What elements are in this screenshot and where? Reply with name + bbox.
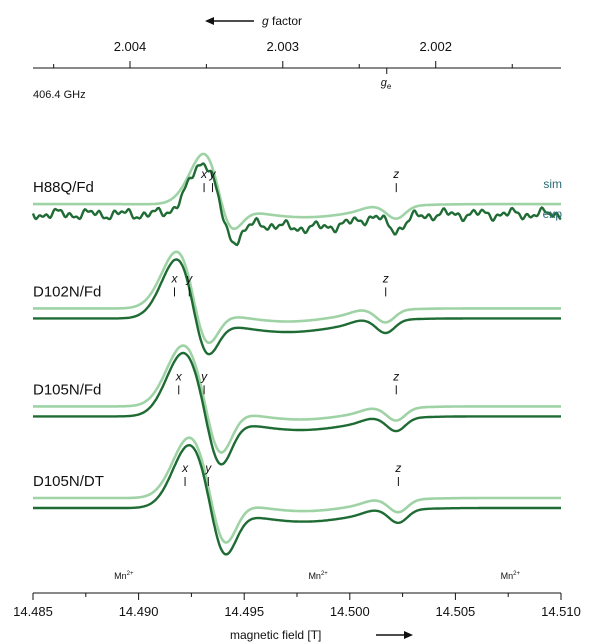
mn-label: Mn — [114, 571, 127, 581]
bottom-tick-label: 14.490 — [119, 604, 159, 619]
mn-sup: 2+ — [513, 571, 520, 577]
mn-sup: 2+ — [321, 571, 328, 577]
g-position-label: z — [392, 369, 399, 383]
top-axis: 2.004 2.003 2.002 g factor ge — [33, 14, 561, 91]
svg-text:g factor: g factor — [262, 14, 302, 28]
spectrum-4: D105N/DT x y z — [33, 436, 561, 556]
frequency-label: 406.4 GHz — [33, 89, 86, 101]
ge-label: g — [381, 77, 388, 89]
top-axis-title: g factor — [205, 14, 302, 28]
g-position-label: x — [171, 271, 179, 285]
top-axis-title-g: g — [262, 14, 269, 28]
bottom-axis-title: magnetic field [T] — [230, 628, 413, 642]
exp-line — [33, 351, 561, 466]
top-tick-label: 2.004 — [114, 39, 147, 54]
top-tick-label: 2.002 — [419, 39, 452, 54]
sample-label: H88Q/Fd — [33, 179, 94, 196]
bottom-axis-title-text: magnetic field [T] — [230, 628, 321, 642]
svg-text:ge: ge — [381, 77, 392, 91]
mn-label: Mn — [501, 571, 514, 581]
sample-label: D102N/Fd — [33, 283, 101, 300]
bottom-tick-label: 14.500 — [330, 604, 370, 619]
mn-label: Mn — [308, 571, 321, 581]
ge-marker: ge — [381, 68, 392, 91]
sim-line — [33, 152, 561, 231]
ge-sub: e — [387, 82, 392, 91]
g-position-label: z — [392, 167, 399, 181]
g-position-label: z — [382, 271, 389, 285]
g-position-label: x — [175, 369, 183, 383]
bottom-tick-label: 14.505 — [436, 604, 476, 619]
exp-line — [31, 162, 562, 247]
g-position-label: y — [204, 461, 212, 475]
sample-label: D105N/DT — [33, 473, 104, 490]
top-axis-title-rest: factor — [269, 14, 302, 28]
g-position-label: z — [394, 461, 401, 475]
legend-sim: sim — [543, 177, 562, 191]
mn-marker-label: Mn2+ — [501, 571, 521, 581]
top-tick-label: 2.003 — [267, 39, 300, 54]
mn-marker-label: Mn2+ — [308, 571, 328, 581]
spectrum-1: H88Q/Fd x y z — [31, 152, 562, 247]
spectrum-3: D105N/Fd x y z — [33, 344, 561, 466]
mn-sup: 2+ — [127, 571, 134, 577]
spectrum-2: D102N/Fd x y z — [33, 250, 561, 356]
g-position-label: y — [200, 369, 208, 383]
exp-line — [33, 258, 561, 356]
sample-label: D105N/Fd — [33, 381, 101, 398]
g-position-label: y — [209, 167, 217, 181]
sim-line — [33, 436, 561, 544]
bottom-tick-label: 14.485 — [13, 604, 53, 619]
exp-line — [33, 443, 561, 556]
bottom-tick-label: 14.510 — [541, 604, 581, 619]
mn-marker-label: Mn2+ — [114, 571, 134, 581]
left-arrow-head — [205, 17, 214, 25]
g-position-label: y — [185, 271, 193, 285]
sim-line — [33, 344, 561, 454]
right-arrow-head — [404, 631, 413, 639]
bottom-axis: 14.485 14.490 14.495 14.500 14.505 14.510 Mn2… — [13, 571, 581, 642]
g-position-label: x — [181, 461, 189, 475]
g-position-label: x — [200, 167, 208, 181]
bottom-tick-label: 14.495 — [224, 604, 264, 619]
legend-exp: exp — [543, 207, 563, 221]
sim-line — [33, 250, 561, 344]
